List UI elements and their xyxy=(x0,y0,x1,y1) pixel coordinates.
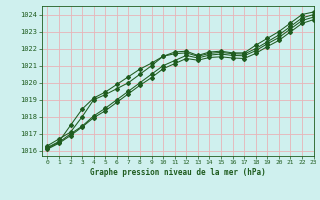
X-axis label: Graphe pression niveau de la mer (hPa): Graphe pression niveau de la mer (hPa) xyxy=(90,168,266,177)
